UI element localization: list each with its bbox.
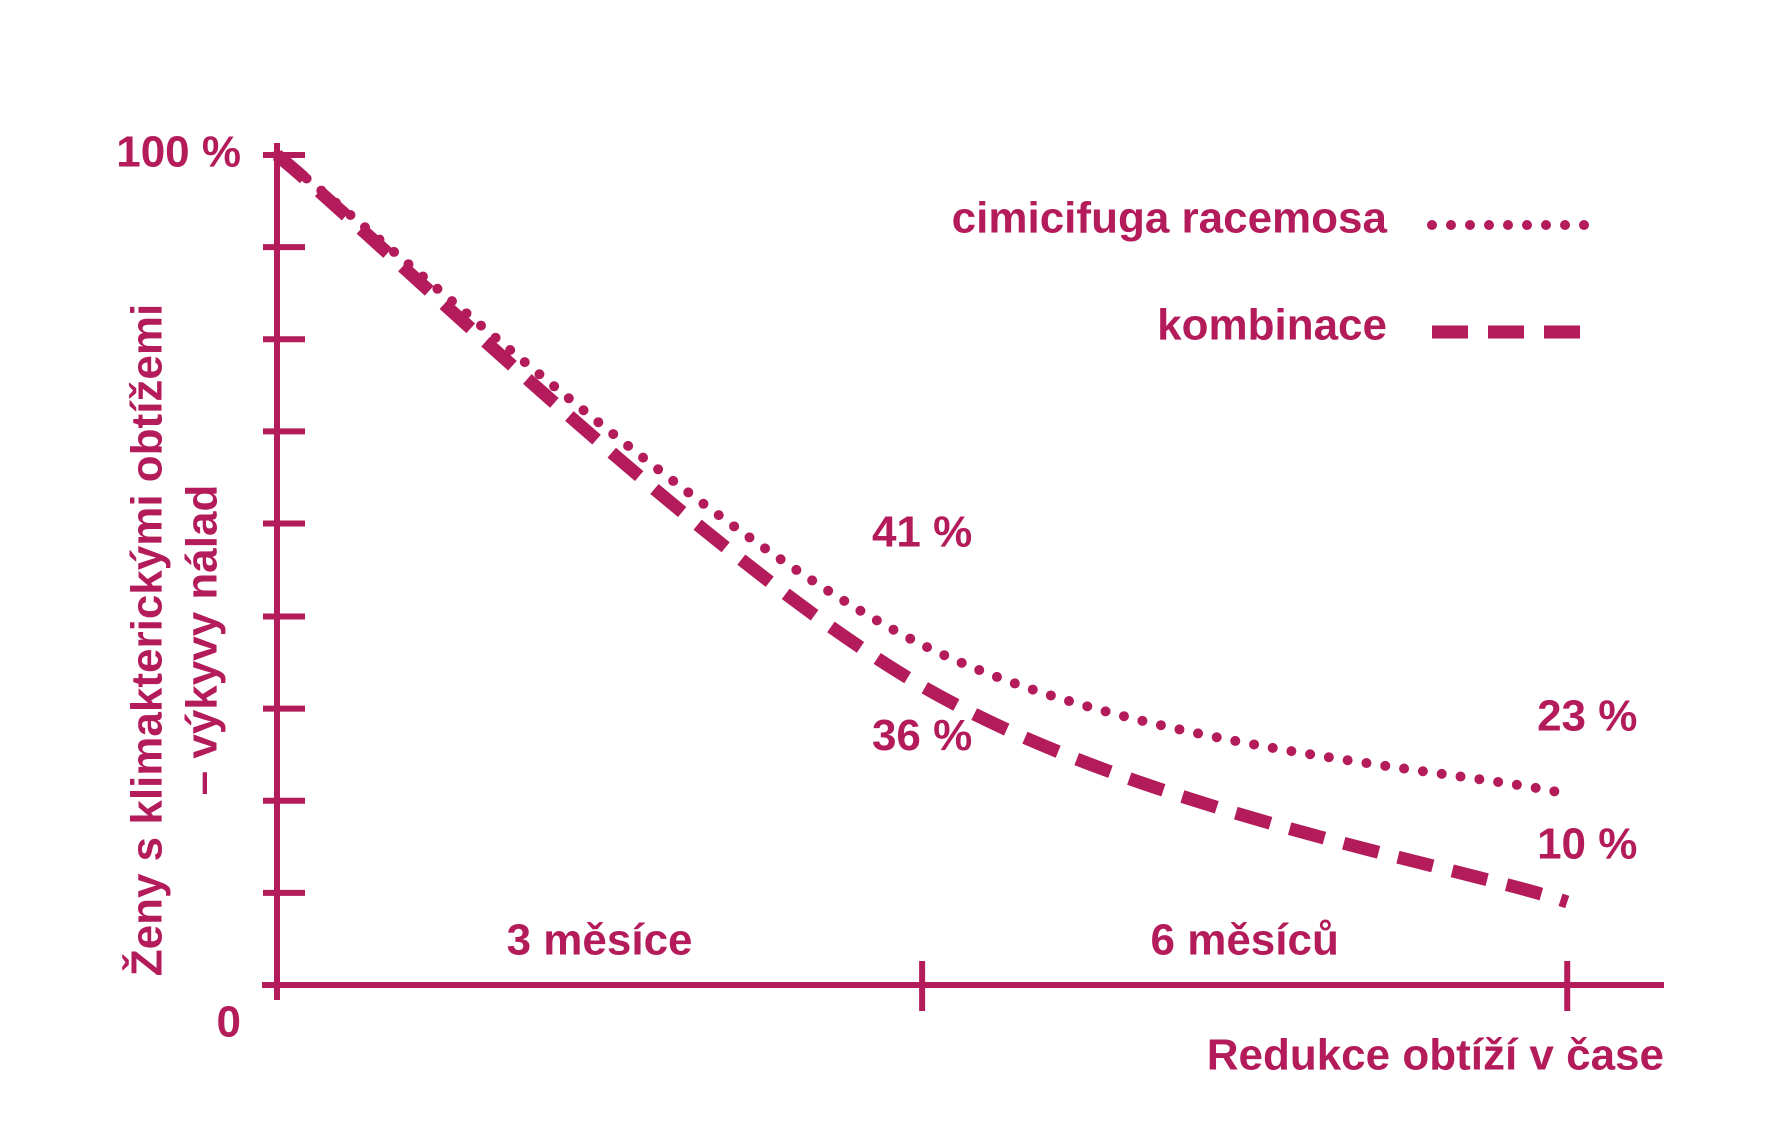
y-tick-label: 100 % [116,128,241,177]
data-label: 41 % [872,507,972,556]
legend-label: cimicifuga racemosa [952,194,1388,243]
data-label: 10 % [1537,820,1637,869]
y-axis-label: – výkyvy nálad [178,485,227,796]
line [272,149,1570,909]
y-axis-label: Ženy s klimakterickými obtížemi [122,304,172,977]
x-axis-label: Redukce obtíží v čase [1207,1031,1664,1080]
x-tick-label: 3 měsíce [507,916,693,965]
line [272,150,1573,800]
x-tick-label: 6 měsíců [1151,916,1339,965]
data-label: 36 % [872,711,972,760]
data-label: 23 % [1537,692,1637,741]
y-tick-label: 0 [217,998,241,1047]
legend-label: kombinace [1157,301,1387,350]
